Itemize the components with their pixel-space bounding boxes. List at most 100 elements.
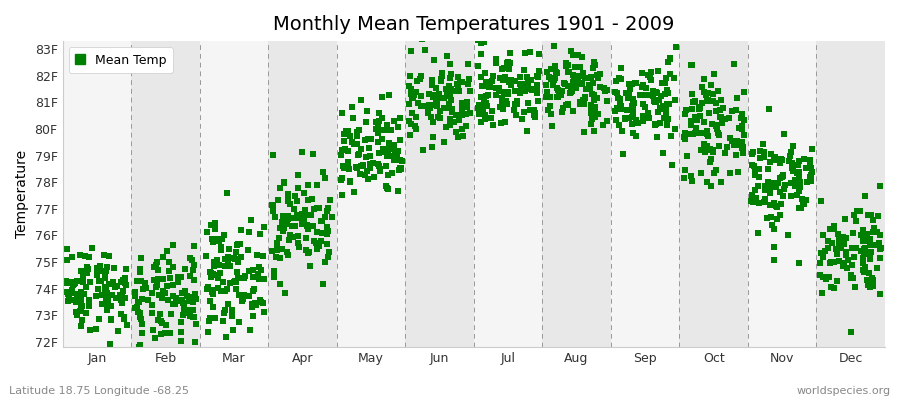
Point [338, 131, 352, 138]
Point [519, 74, 534, 80]
Point [403, 121, 418, 128]
Point [714, 96, 728, 103]
Point [341, 147, 356, 154]
Point [849, 217, 863, 224]
Point [211, 236, 225, 242]
Point [729, 141, 743, 148]
Point [627, 100, 642, 106]
Point [424, 114, 438, 120]
Point [166, 242, 180, 248]
Point [650, 134, 664, 140]
Point [598, 88, 612, 94]
Point [99, 284, 113, 290]
Point [821, 245, 835, 252]
Point [246, 274, 260, 280]
Point [731, 142, 745, 148]
Point [460, 98, 474, 105]
Point [113, 278, 128, 285]
Point [860, 231, 874, 237]
Point [769, 202, 783, 209]
Point [161, 297, 176, 303]
Point [436, 95, 451, 101]
Point [751, 183, 765, 189]
Point [181, 310, 195, 316]
Point [372, 163, 386, 169]
Point [832, 240, 846, 246]
Point [447, 118, 462, 125]
Point [545, 82, 560, 88]
Point [83, 327, 97, 334]
Point [830, 278, 844, 284]
Point [202, 329, 216, 335]
Point [283, 232, 297, 238]
Point [699, 147, 714, 153]
Point [412, 76, 427, 82]
Point [480, 103, 494, 109]
Point [609, 78, 624, 84]
Point [781, 232, 796, 239]
Point [387, 141, 401, 148]
Point [361, 136, 375, 142]
Point [236, 296, 250, 302]
Point [290, 198, 304, 204]
Point [524, 76, 538, 83]
Point [221, 254, 236, 261]
Point [734, 126, 749, 132]
Point [860, 212, 875, 218]
Point [478, 112, 492, 118]
Point [569, 84, 583, 91]
Point [667, 96, 681, 103]
Point [747, 163, 761, 170]
Point [564, 83, 579, 90]
Point [621, 95, 635, 101]
Point [242, 268, 256, 274]
Point [359, 118, 374, 125]
Point [626, 113, 640, 119]
Point [697, 75, 711, 82]
Point [220, 190, 234, 196]
Point [663, 31, 678, 38]
Point [316, 169, 330, 175]
Point [688, 130, 702, 136]
Point [817, 248, 832, 254]
Point [445, 105, 459, 112]
Point [64, 297, 78, 303]
Point [574, 80, 589, 86]
Point [256, 309, 271, 315]
Point [587, 97, 601, 103]
Point [781, 158, 796, 164]
Point [625, 113, 639, 120]
Point [315, 230, 329, 237]
Point [513, 90, 527, 96]
Point [233, 241, 248, 247]
Point [500, 60, 514, 66]
Point [283, 214, 297, 221]
Point [540, 88, 554, 95]
Point [381, 147, 395, 153]
Point [186, 262, 201, 268]
Point [229, 256, 243, 262]
Point [636, 82, 651, 89]
Point [98, 296, 112, 302]
Point [94, 278, 108, 284]
Point [184, 256, 199, 263]
Point [477, 99, 491, 105]
Point [207, 314, 221, 321]
Point [275, 228, 290, 234]
Point [266, 202, 280, 208]
Point [745, 149, 760, 156]
Point [660, 87, 674, 93]
Point [706, 71, 721, 77]
Point [518, 67, 532, 73]
Point [706, 148, 720, 155]
Point [749, 194, 763, 201]
Point [684, 122, 698, 129]
Point [433, 115, 447, 121]
Point [253, 231, 267, 237]
Point [280, 219, 294, 225]
Point [698, 91, 713, 98]
Point [117, 314, 131, 320]
Point [464, 110, 478, 116]
Point [697, 119, 711, 126]
Point [860, 232, 874, 239]
